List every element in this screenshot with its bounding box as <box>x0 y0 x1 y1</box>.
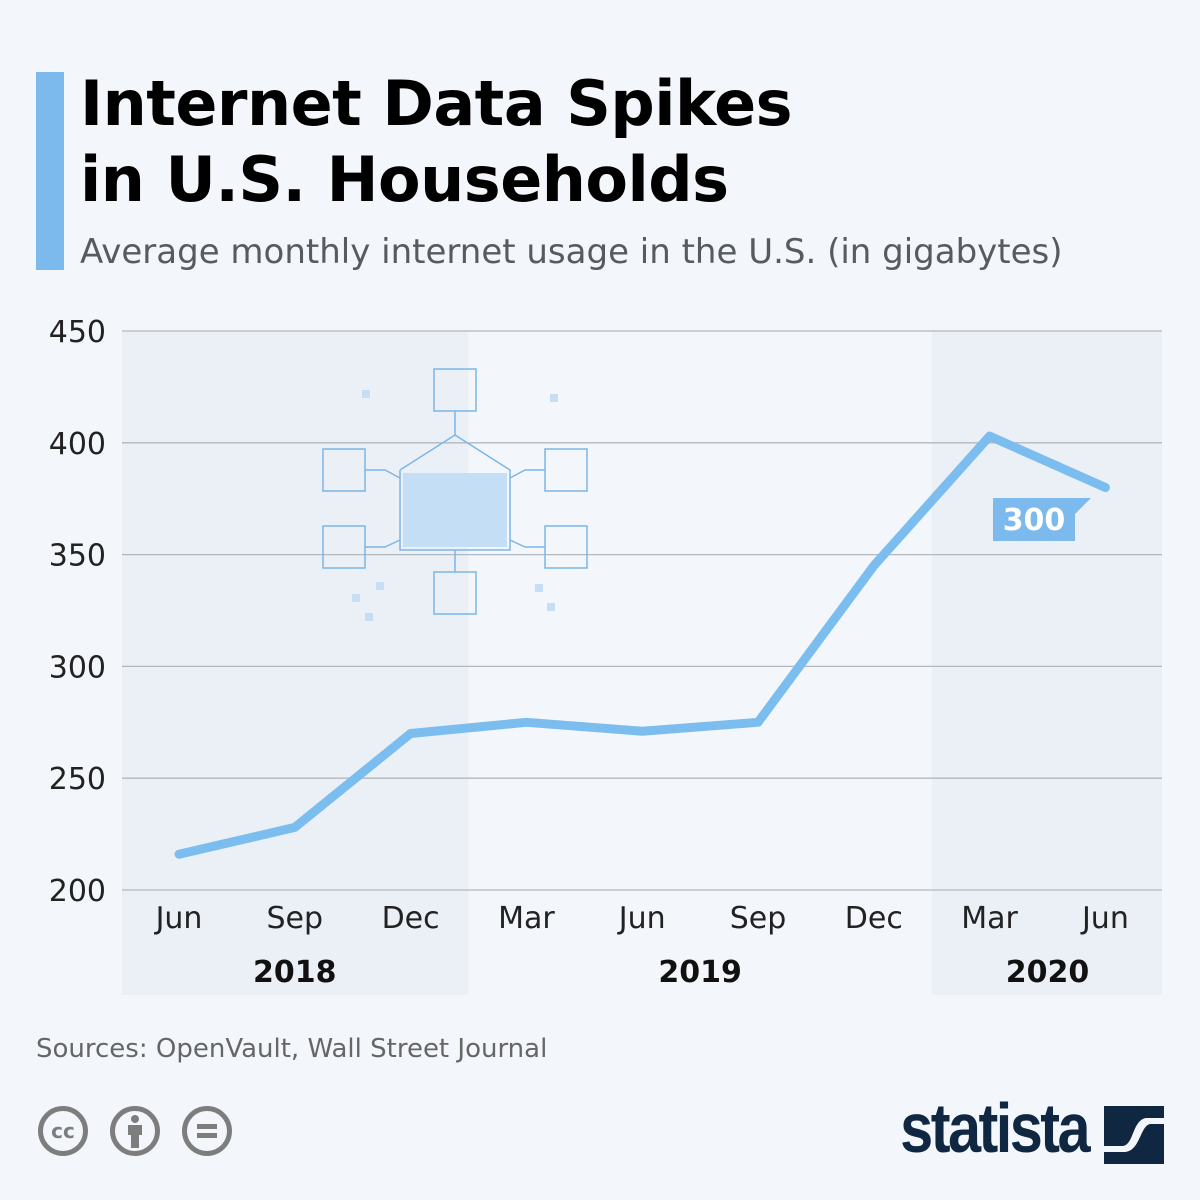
x-tick-label: Jun <box>154 901 203 936</box>
page-title: Internet Data Spikes in U.S. Households <box>80 66 793 218</box>
x-tick-label: Mar <box>498 901 555 936</box>
statista-logo[interactable]: statista <box>900 1089 1090 1167</box>
x-tick-label: Mar <box>961 901 1018 936</box>
network-illustration <box>322 368 588 621</box>
y-tick-label: 200 <box>49 874 106 909</box>
x-tick-label: Jun <box>1080 901 1129 936</box>
x-tick-label: Dec <box>382 901 440 936</box>
year-label: 2019 <box>658 955 742 990</box>
y-tick-label: 250 <box>49 762 106 797</box>
y-tick-label: 350 <box>49 539 106 574</box>
title-line-1: Internet Data Spikes <box>80 67 793 140</box>
annotation-callout <box>993 498 1091 541</box>
x-tick-label: Dec <box>845 901 903 936</box>
year-label: 2018 <box>253 955 337 990</box>
attribution-icon[interactable] <box>110 1106 160 1156</box>
year-band <box>931 331 1162 995</box>
year-band <box>122 331 469 995</box>
subtitle: Average monthly internet usage in the U.… <box>80 232 1063 272</box>
y-tick-label: 400 <box>49 427 106 462</box>
statista-logo-icon <box>1104 1106 1164 1164</box>
x-tick-label: Sep <box>730 901 787 936</box>
x-tick-label: Sep <box>267 901 324 936</box>
source-note: Sources: OpenVault, Wall Street Journal <box>36 1034 548 1064</box>
title-accent-bar <box>36 72 64 270</box>
x-tick-label: Jun <box>617 901 666 936</box>
y-tick-label: 300 <box>49 650 106 685</box>
y-tick-label: 450 <box>49 315 106 350</box>
title-line-2: in U.S. Households <box>80 143 729 216</box>
annotation-label: 300 <box>1003 503 1066 538</box>
cc-icon[interactable]: cc <box>38 1106 88 1156</box>
no-derivatives-icon[interactable] <box>182 1106 232 1156</box>
year-label: 2020 <box>1006 955 1090 990</box>
